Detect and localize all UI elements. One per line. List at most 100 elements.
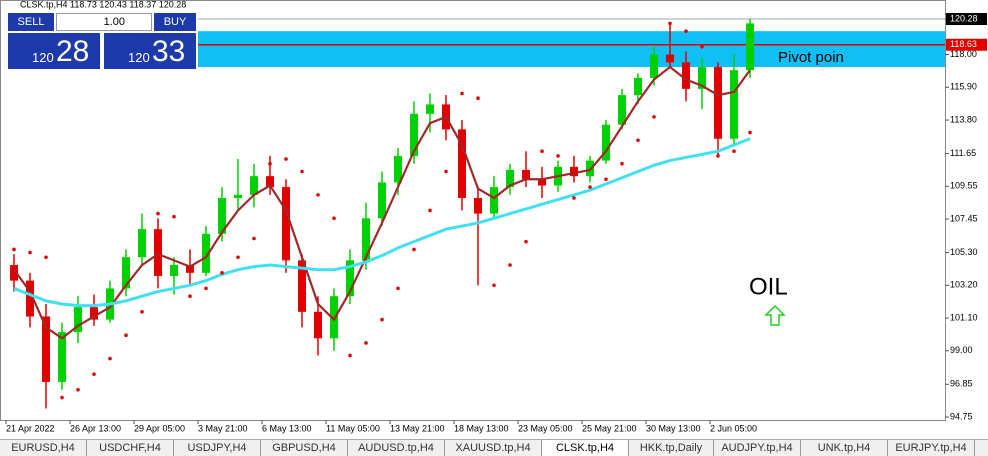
sar-dot bbox=[700, 44, 704, 49]
candle-body bbox=[602, 124, 610, 161]
candle-body bbox=[362, 218, 370, 261]
tab-bar: EURUSD,H4 USDCHF,H4 USDJPY,H4 GBPUSD,H4 AUDU… bbox=[0, 439, 988, 456]
candle-body bbox=[74, 307, 82, 333]
moving-average bbox=[13, 137, 751, 308]
tab[interactable]: UNK.tp,H4 bbox=[801, 440, 888, 456]
sar-dot bbox=[284, 157, 288, 161]
candle-body bbox=[490, 187, 498, 214]
candle-body bbox=[250, 176, 258, 195]
sar-dot bbox=[28, 250, 32, 255]
candle-body bbox=[330, 296, 338, 339]
candle-body bbox=[186, 265, 194, 273]
sar-dot bbox=[652, 115, 656, 119]
sar-dot bbox=[76, 387, 80, 392]
sar-dot bbox=[364, 341, 368, 345]
sar-dot bbox=[444, 169, 448, 174]
x-tick-label: 6 May 13:00 bbox=[262, 423, 312, 433]
candle-body bbox=[394, 155, 402, 183]
x-tick-label: 23 May 05:00 bbox=[518, 423, 573, 433]
tab[interactable]: HKK.tp,Daily bbox=[629, 440, 714, 456]
sell-price-small: 120 bbox=[32, 50, 54, 65]
candle-body bbox=[266, 176, 274, 188]
candle-body bbox=[730, 70, 738, 139]
candle-body bbox=[698, 67, 706, 89]
sell-price[interactable]: 120 28 bbox=[8, 33, 100, 69]
x-tick-label: 11 May 05:00 bbox=[326, 423, 380, 433]
x-tick-label: 21 Apr 2022 bbox=[6, 423, 55, 433]
buy-price[interactable]: 120 33 bbox=[104, 33, 196, 69]
sar-dot bbox=[636, 138, 640, 143]
x-tick-label: 29 Apr 05:00 bbox=[134, 423, 185, 433]
y-tick-label: 103.20 bbox=[950, 280, 978, 290]
sar-dot bbox=[332, 216, 336, 221]
sar-dot bbox=[604, 177, 608, 182]
tab[interactable]: EURJPY.tp,H4 bbox=[888, 440, 975, 456]
candle-body bbox=[90, 307, 98, 320]
trade-panel: SELL 1.00 BUY 120 28 120 33 bbox=[8, 13, 196, 69]
candle-body bbox=[154, 229, 162, 276]
sar-dot bbox=[140, 310, 144, 314]
sar-dot bbox=[492, 283, 496, 288]
candle-body bbox=[122, 257, 130, 289]
pivot-zone bbox=[198, 31, 945, 68]
tab[interactable]: GBPUSD,H4 bbox=[261, 440, 348, 456]
tab[interactable]: CLSK.tp,H4 bbox=[542, 440, 629, 456]
sar-dot bbox=[572, 196, 576, 200]
candle-body bbox=[506, 169, 514, 188]
tab[interactable]: AUDJPY.tp,H4 bbox=[714, 440, 801, 456]
sar-dot bbox=[716, 154, 720, 158]
sar-dot bbox=[252, 236, 256, 241]
sar-dot bbox=[396, 286, 400, 291]
candle-body bbox=[474, 197, 482, 214]
sar-dot bbox=[204, 286, 208, 291]
candle-body bbox=[282, 187, 290, 261]
candle-body bbox=[666, 54, 674, 63]
sar-dot bbox=[524, 239, 528, 244]
candle-body bbox=[458, 129, 466, 198]
candle-body bbox=[26, 280, 34, 317]
sell-button[interactable]: SELL bbox=[8, 13, 54, 31]
tab[interactable]: AUDUSD.tp,H4 bbox=[348, 440, 445, 456]
x-tick-label: 2 Jun 05:00 bbox=[710, 423, 757, 433]
lot-input[interactable]: 1.00 bbox=[56, 13, 152, 31]
candle-body bbox=[42, 316, 50, 382]
sar-dot bbox=[460, 91, 464, 96]
sar-dot bbox=[348, 353, 352, 358]
tab[interactable]: XAUUSD.tp,H4 bbox=[445, 440, 542, 456]
sar-dot bbox=[620, 161, 624, 166]
tab[interactable]: USDCHF,H4 bbox=[87, 440, 174, 456]
candle-body bbox=[522, 169, 530, 180]
candle-body bbox=[346, 260, 354, 297]
sar-dot bbox=[220, 271, 224, 275]
price-line-label: 120.28 bbox=[950, 13, 978, 23]
x-tick-label: 26 Apr 13:00 bbox=[70, 423, 121, 433]
sar-dot bbox=[236, 255, 240, 260]
buy-price-big: 33 bbox=[152, 35, 186, 68]
chart: CLSK.tp,H4 118.73 120.43 118.37 120.28 P… bbox=[0, 0, 987, 433]
tab[interactable]: EURUSD,H4 bbox=[0, 440, 87, 456]
sar-dot bbox=[188, 294, 192, 299]
sar-dot bbox=[412, 247, 416, 252]
y-tick-label: 107.45 bbox=[950, 213, 978, 223]
sell-price-big: 28 bbox=[56, 35, 90, 68]
y-tick-label: 113.80 bbox=[950, 114, 977, 124]
x-tick-label: 30 May 13:00 bbox=[646, 423, 701, 433]
candle-body bbox=[234, 194, 242, 198]
candle-body bbox=[10, 265, 18, 281]
candle-body bbox=[202, 233, 210, 273]
y-tick-label: 96.85 bbox=[950, 379, 973, 389]
candle-body bbox=[682, 62, 690, 89]
candle-body bbox=[634, 77, 642, 96]
sar-dot bbox=[92, 372, 96, 376]
pivot-line-box bbox=[946, 38, 987, 51]
sar-dot bbox=[508, 263, 512, 267]
sar-dot bbox=[108, 356, 112, 361]
tab[interactable]: USDJPY,H4 bbox=[174, 440, 261, 456]
buy-button[interactable]: BUY bbox=[154, 13, 196, 31]
x-tick-label: 13 May 21:00 bbox=[390, 423, 445, 433]
y-tick-label: 111.65 bbox=[950, 148, 976, 158]
annotation: OIL bbox=[749, 273, 788, 300]
sar-dot bbox=[300, 169, 304, 174]
price-line-box bbox=[946, 13, 987, 26]
sar-dot bbox=[316, 193, 320, 197]
